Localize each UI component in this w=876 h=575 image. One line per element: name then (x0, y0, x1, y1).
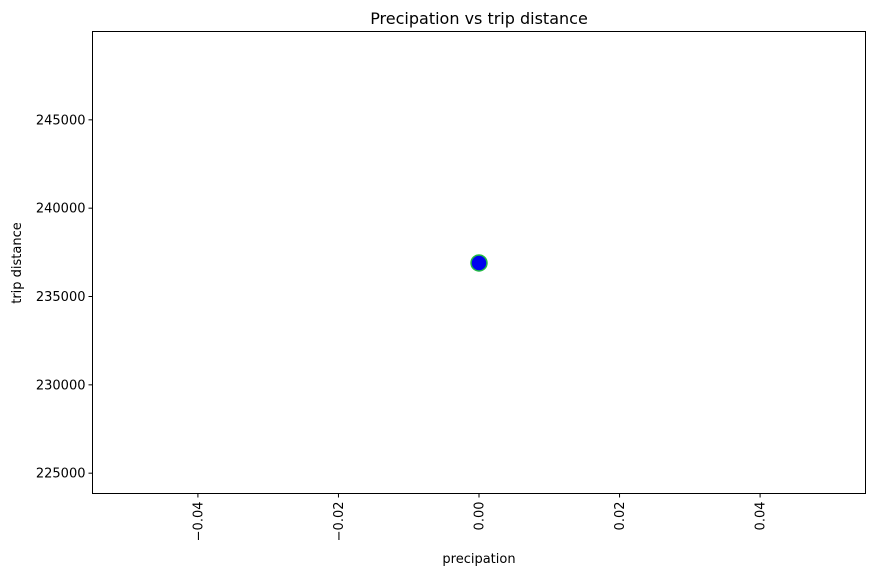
y-axis: 225000 230000 235000 240000 245000 (36, 113, 93, 482)
x-axis: −0.04 −0.02 0.00 0.02 0.04 (191, 493, 769, 542)
y-axis-label: trip distance (10, 222, 25, 304)
y-tick-label: 245000 (36, 113, 86, 128)
x-tick-label: 0.00 (473, 502, 488, 531)
x-tick-label: 0.02 (613, 502, 628, 531)
x-tick-label: −0.04 (191, 502, 206, 542)
x-tick-label: 0.04 (754, 502, 769, 531)
data-point (470, 254, 488, 272)
x-axis-label: precipation (442, 552, 515, 567)
y-tick-label: 230000 (36, 378, 86, 393)
chart-title: Precipation vs trip distance (370, 9, 588, 28)
y-tick-label: 235000 (36, 290, 86, 305)
plot-area (470, 254, 488, 272)
x-tick-label: −0.02 (332, 502, 347, 542)
y-tick-label: 225000 (36, 467, 86, 482)
y-tick-label: 240000 (36, 202, 86, 217)
